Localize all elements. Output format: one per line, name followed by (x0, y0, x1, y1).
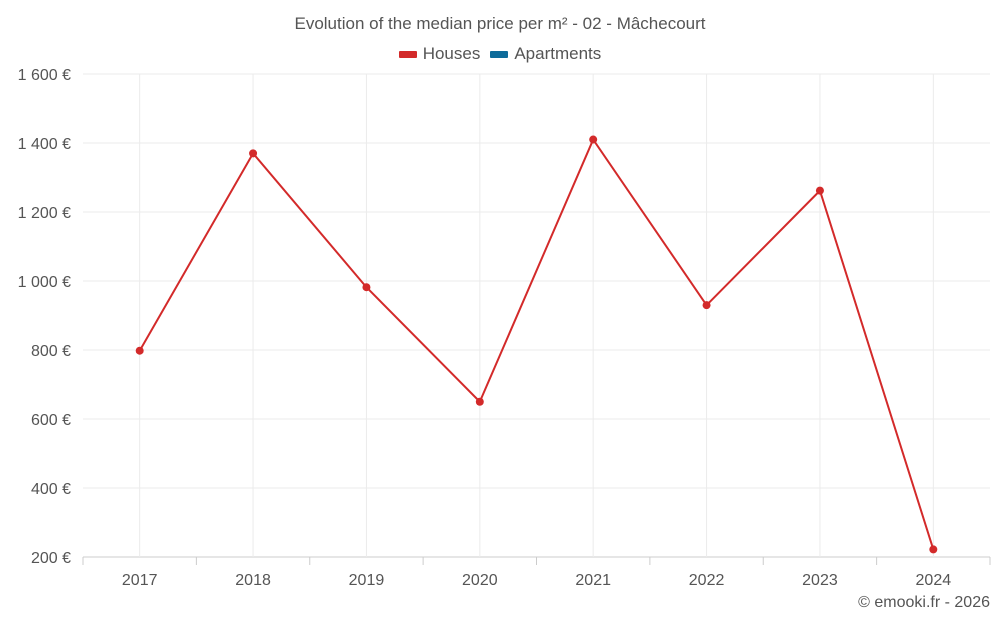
y-tick-label: 400 € (31, 481, 71, 498)
y-axis: 200 € 400 € 600 € 800 € 1 000 € 1 200 € 1 400 … (18, 67, 71, 567)
data-point-houses-2019[interactable] (362, 283, 371, 292)
legend-item-apartments[interactable]: Apartments (490, 44, 601, 64)
legend-swatch-houses (398, 50, 417, 58)
data-point-houses-2018[interactable] (249, 149, 258, 158)
data-point-houses-2017[interactable] (135, 346, 144, 355)
y-tick-label: 200 € (31, 550, 71, 567)
data-point-houses-2024[interactable] (929, 545, 938, 554)
x-tick-label: 2024 (916, 572, 952, 589)
y-tick-label: 1 200 € (18, 205, 71, 222)
y-tick-label: 1 000 € (18, 274, 71, 291)
legend-swatch-apartments (490, 50, 509, 58)
y-tick-label: 800 € (31, 343, 71, 360)
data-point-houses-2020[interactable] (475, 397, 484, 406)
x-tick-label: 2021 (575, 572, 611, 589)
grid-lines (83, 73, 990, 558)
y-tick-label: 1 600 € (18, 67, 71, 84)
x-axis: 2017 2018 2019 2020 2021 2022 2023 2024 (82, 557, 991, 589)
y-tick-label: 600 € (31, 412, 71, 429)
y-tick-label: 1 400 € (18, 136, 71, 153)
x-tick-label: 2019 (349, 572, 385, 589)
chart-legend: Houses Apartments (0, 44, 1000, 64)
series-layer (135, 135, 938, 554)
x-tick-label: 2018 (235, 572, 271, 589)
chart-title: Evolution of the median price per m² - 0… (294, 14, 706, 33)
x-tick-label: 2017 (122, 572, 158, 589)
legend-label-apartments: Apartments (514, 44, 602, 63)
series-line-houses (138, 138, 935, 550)
data-point-houses-2022[interactable] (702, 301, 711, 310)
legend-item-houses[interactable]: Houses (398, 44, 481, 64)
x-tick-label: 2023 (802, 572, 838, 589)
legend-label-houses: Houses (422, 44, 481, 63)
x-tick-label: 2020 (462, 572, 498, 589)
data-point-houses-2023[interactable] (815, 186, 824, 195)
data-point-houses-2021[interactable] (589, 135, 598, 144)
x-tick-label: 2022 (689, 572, 725, 589)
credit-text: © emooki.fr - 2026 (858, 594, 990, 611)
